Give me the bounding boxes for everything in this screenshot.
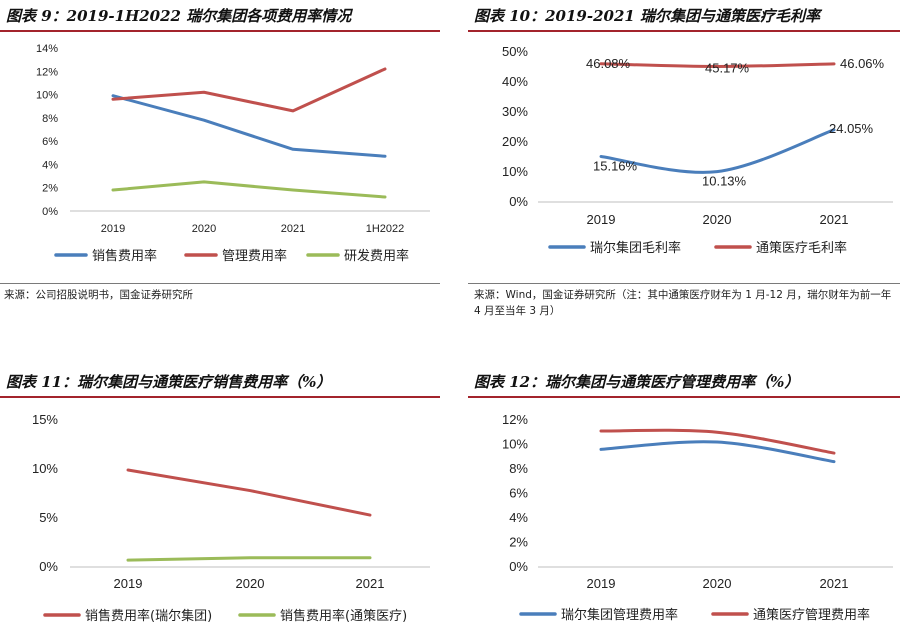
y-tick-label: 2% bbox=[509, 535, 528, 550]
panel-4: 图表 12：瑞尔集团与通策医疗管理费用率（%） 0% 2% 4% 6% 8% 10% 12%… bbox=[468, 368, 900, 633]
legend-label: 销售费用率(瑞尔集团) bbox=[85, 608, 212, 624]
x-tick-label: 2020 bbox=[192, 223, 216, 235]
y-tick-label: 14% bbox=[36, 43, 58, 55]
series-line bbox=[111, 67, 387, 113]
source-note: 来源：公司招股说明书，国金证券研究所 bbox=[4, 289, 193, 301]
y-tick-label: 8% bbox=[42, 113, 58, 125]
title-rule bbox=[0, 30, 440, 32]
y-tick-label: 0% bbox=[42, 206, 58, 218]
title-rule bbox=[468, 396, 900, 398]
y-tick-label: 2% bbox=[42, 183, 58, 195]
series-line bbox=[126, 468, 372, 517]
y-tick-label: 4% bbox=[509, 510, 528, 525]
x-tick-label: 2020 bbox=[703, 212, 732, 227]
y-tick-label: 6% bbox=[42, 136, 58, 148]
series-line bbox=[111, 180, 387, 199]
chart-title: 图表 9：2019-1H2022 瑞尔集团各项费用率情况 bbox=[6, 7, 352, 25]
bottom-rule bbox=[468, 283, 900, 284]
series-line bbox=[126, 556, 372, 562]
x-tick-label: 1H2022 bbox=[366, 223, 405, 235]
x-tick-label: 2019 bbox=[587, 212, 616, 227]
x-tick-label: 2021 bbox=[356, 576, 385, 591]
y-tick-label: 10% bbox=[502, 437, 528, 452]
x-tick-label: 2019 bbox=[101, 223, 125, 235]
series-line bbox=[599, 128, 836, 174]
series-line bbox=[111, 94, 387, 158]
chart-title: 图表 11：瑞尔集团与通策医疗销售费用率（%） bbox=[6, 373, 332, 391]
y-tick-label: 10% bbox=[32, 461, 58, 476]
source-note: 来源：Wind，国金证券研究所（注：其中通策医疗财年为 1 月-12 月，瑞尔财… bbox=[474, 289, 892, 317]
panel-2: 图表 10：2019-2021 瑞尔集团与通策医疗毛利率 0% 10% 20% 30%… bbox=[468, 0, 900, 320]
y-tick-label: 15% bbox=[32, 412, 58, 427]
y-tick-label: 12% bbox=[502, 412, 528, 427]
bottom-rule bbox=[0, 283, 440, 284]
y-tick-label: 6% bbox=[509, 486, 528, 501]
legend-label: 管理费用率 bbox=[222, 248, 287, 264]
x-tick-label: 2019 bbox=[587, 576, 616, 591]
y-tick-label: 20% bbox=[502, 134, 528, 149]
data-label: 24.05% bbox=[829, 121, 874, 136]
chart-4: 0% 2% 4% 6% 8% 10% 12% 2019 2020 2021 瑞尔集团管理费用率 通策医… bbox=[502, 412, 893, 623]
legend-label: 销售费用率 bbox=[92, 248, 157, 264]
title-rule bbox=[0, 396, 440, 398]
x-tick-label: 2021 bbox=[281, 223, 305, 235]
series-line bbox=[599, 440, 836, 464]
x-tick-label: 2020 bbox=[703, 576, 732, 591]
x-tick-label: 2021 bbox=[820, 212, 849, 227]
chart-1: 0% 2% 4% 6% 8% 10% 12% 14% 2019 2020 2021 1H2022 销售费… bbox=[36, 43, 430, 264]
chart-3: 0% 5% 10% 15% 2019 2020 2021 销售费用率(瑞尔集团) 销售费用率(通… bbox=[32, 412, 430, 624]
panel-3: 图表 11：瑞尔集团与通策医疗销售费用率（%） 0% 5% 10% 15% 2019 20… bbox=[0, 368, 440, 633]
x-tick-label: 2019 bbox=[114, 576, 143, 591]
y-tick-label: 10% bbox=[36, 90, 58, 102]
y-tick-label: 5% bbox=[39, 510, 58, 525]
data-label: 46.08% bbox=[586, 56, 631, 71]
title-rule bbox=[468, 30, 900, 32]
y-tick-label: 0% bbox=[509, 194, 528, 209]
series-line bbox=[599, 428, 836, 455]
y-tick-label: 40% bbox=[502, 74, 528, 89]
y-tick-label: 10% bbox=[502, 164, 528, 179]
panel-1: 图表 9：2019-1H2022 瑞尔集团各项费用率情况 0% 2% 4% 6% 8% 1… bbox=[0, 0, 440, 310]
series-line bbox=[599, 62, 836, 68]
y-tick-label: 4% bbox=[42, 159, 58, 171]
y-tick-label: 30% bbox=[502, 104, 528, 119]
legend-label: 瑞尔集团管理费用率 bbox=[561, 607, 678, 623]
y-tick-label: 50% bbox=[502, 44, 528, 59]
legend-label: 通策医疗管理费用率 bbox=[753, 607, 870, 623]
data-label: 45.17% bbox=[705, 60, 750, 75]
legend-label: 通策医疗毛利率 bbox=[756, 240, 847, 256]
y-tick-label: 12% bbox=[36, 66, 58, 78]
legend-label: 研发费用率 bbox=[344, 248, 409, 264]
y-tick-label: 8% bbox=[509, 461, 528, 476]
chart-2: 0% 10% 20% 30% 40% 50% 2019 2020 2021 15.16% 10.13… bbox=[502, 44, 893, 256]
legend-label: 瑞尔集团毛利率 bbox=[590, 240, 681, 256]
y-tick-label: 0% bbox=[509, 559, 528, 574]
chart-title: 图表 10：2019-2021 瑞尔集团与通策医疗毛利率 bbox=[474, 7, 821, 25]
chart-title: 图表 12：瑞尔集团与通策医疗管理费用率（%） bbox=[474, 373, 800, 391]
x-tick-label: 2021 bbox=[820, 576, 849, 591]
data-label: 10.13% bbox=[702, 174, 747, 189]
legend-label: 销售费用率(通策医疗) bbox=[280, 608, 407, 624]
y-tick-label: 0% bbox=[39, 559, 58, 574]
data-label: 15.16% bbox=[593, 159, 638, 174]
data-label: 46.06% bbox=[840, 56, 885, 71]
x-tick-label: 2020 bbox=[236, 576, 265, 591]
